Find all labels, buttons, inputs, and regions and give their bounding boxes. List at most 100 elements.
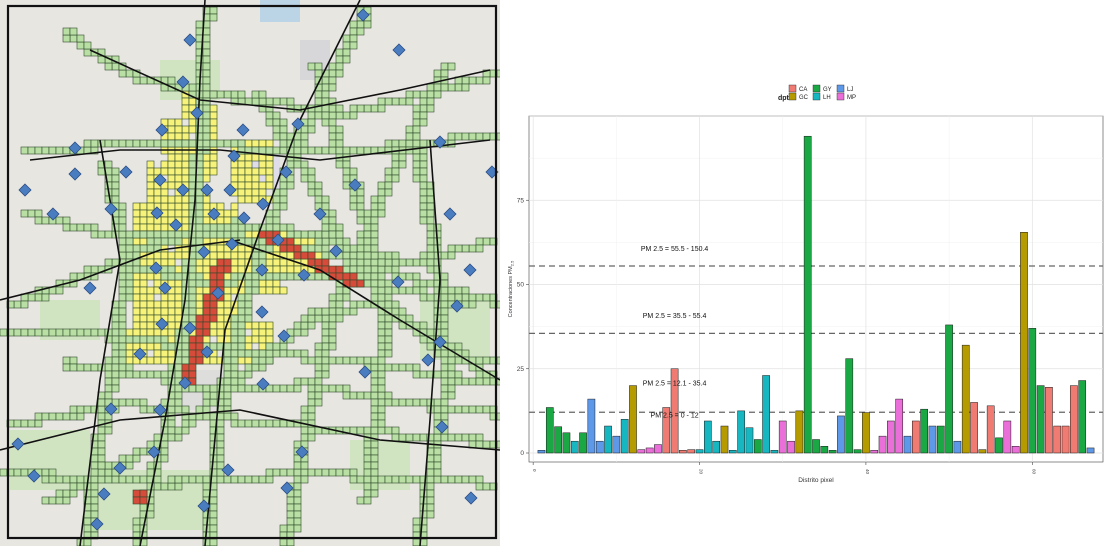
pixel-cell <box>412 167 421 176</box>
pixel-cell <box>139 503 148 512</box>
pixel-cell <box>454 433 463 442</box>
pixel-cell <box>167 195 176 204</box>
pixel-cell <box>328 321 337 330</box>
pixel-cell <box>482 405 491 414</box>
pixel-cell <box>314 111 323 120</box>
pixel-cell <box>167 209 176 218</box>
pixel-cell <box>90 468 99 477</box>
pixel-cell <box>237 342 246 351</box>
pixel-cell <box>146 286 155 295</box>
pixel-cell <box>265 181 274 190</box>
pixel-cell <box>209 384 218 393</box>
pixel-cell <box>174 307 183 316</box>
pixel-cell <box>230 167 239 176</box>
pixel-cell <box>279 265 288 274</box>
pixel-cell <box>160 335 169 344</box>
pixel-cell <box>167 139 176 148</box>
pixel-cell <box>419 251 428 260</box>
pixel-cell <box>300 251 309 260</box>
pixel-cell <box>97 468 106 477</box>
pixel-cell <box>69 223 78 232</box>
pixel-cell <box>272 258 281 267</box>
pixel-cell <box>426 83 435 92</box>
bar-MP <box>654 444 662 454</box>
pixel-cell <box>195 272 204 281</box>
pixel-cell <box>195 405 204 414</box>
pixel-cell <box>195 342 204 351</box>
pixel-cell <box>181 251 190 260</box>
road-line <box>89 49 491 111</box>
pixel-cell <box>454 342 463 351</box>
pixel-cell <box>321 111 330 120</box>
pixel-cell <box>167 132 176 141</box>
pixel-cell <box>461 83 470 92</box>
pixel-cell <box>349 34 358 43</box>
pixel-cell <box>370 363 379 372</box>
pixel-cell <box>160 454 169 463</box>
bar-GC <box>720 425 729 454</box>
pixel-cell <box>342 293 351 302</box>
pixel-cell <box>188 314 197 323</box>
pixel-cell <box>90 328 99 337</box>
pixel-cell <box>454 405 463 414</box>
pixel-cell <box>419 90 428 99</box>
pixel-cell <box>363 356 372 365</box>
pixel-cell <box>440 405 449 414</box>
pixel-cell <box>216 447 225 456</box>
pixel-cell <box>153 356 162 365</box>
monitoring-station-diamond-icon <box>104 402 118 416</box>
pixel-cell <box>314 90 323 99</box>
pixel-cell <box>153 300 162 309</box>
pixel-cell <box>321 335 330 344</box>
pixel-cell <box>230 335 239 344</box>
monitoring-station-diamond-icon <box>277 329 291 343</box>
pixel-cell <box>132 307 141 316</box>
pixel-cell <box>356 209 365 218</box>
pixel-cell <box>468 300 477 309</box>
pixel-cell <box>237 356 246 365</box>
monitoring-station-diamond-icon <box>255 263 269 277</box>
pixel-cell <box>195 258 204 267</box>
pixel-cell <box>328 342 337 351</box>
pixel-cell <box>440 412 449 421</box>
pixel-cell <box>398 475 407 484</box>
pixel-cell <box>300 328 309 337</box>
pixel-cell <box>314 384 323 393</box>
pixel-cell <box>377 265 386 274</box>
pixel-cell <box>370 293 379 302</box>
pixel-cell <box>244 342 253 351</box>
pixel-cell <box>440 398 449 407</box>
pixel-cell <box>342 160 351 169</box>
reference-line-label: PM 2.5 = 0 - 12 <box>651 413 699 420</box>
pixel-cell <box>237 328 246 337</box>
pixel-cell <box>440 251 449 260</box>
pixel-cell <box>335 307 344 316</box>
pixel-cell <box>216 279 225 288</box>
pixel-cell <box>160 300 169 309</box>
pixel-cell <box>300 244 309 253</box>
pixel-cell <box>13 468 22 477</box>
pixel-cell <box>356 426 365 435</box>
pixel-cell <box>251 223 260 232</box>
monitoring-station-diamond-icon <box>256 197 270 211</box>
pixel-cell <box>398 153 407 162</box>
pixel-cell <box>272 265 281 274</box>
pixel-cell <box>153 475 162 484</box>
pixel-cell <box>146 328 155 337</box>
pixel-cell <box>461 286 470 295</box>
pixel-cell <box>384 426 393 435</box>
pixel-cell <box>83 328 92 337</box>
bar-GC <box>961 344 970 454</box>
pixel-cell <box>251 167 260 176</box>
pixel-cell <box>461 300 470 309</box>
monitoring-station-diamond-icon <box>421 353 435 367</box>
pixel-cell <box>244 356 253 365</box>
pixel-cell <box>265 475 274 484</box>
monitoring-station-diamond-icon <box>197 499 211 513</box>
pixel-cell <box>202 223 211 232</box>
pixel-cell <box>419 111 428 120</box>
pixel-cell <box>307 377 316 386</box>
pixel-cell <box>195 174 204 183</box>
pixel-cell <box>475 132 484 141</box>
legend-swatch-LH <box>812 92 821 101</box>
